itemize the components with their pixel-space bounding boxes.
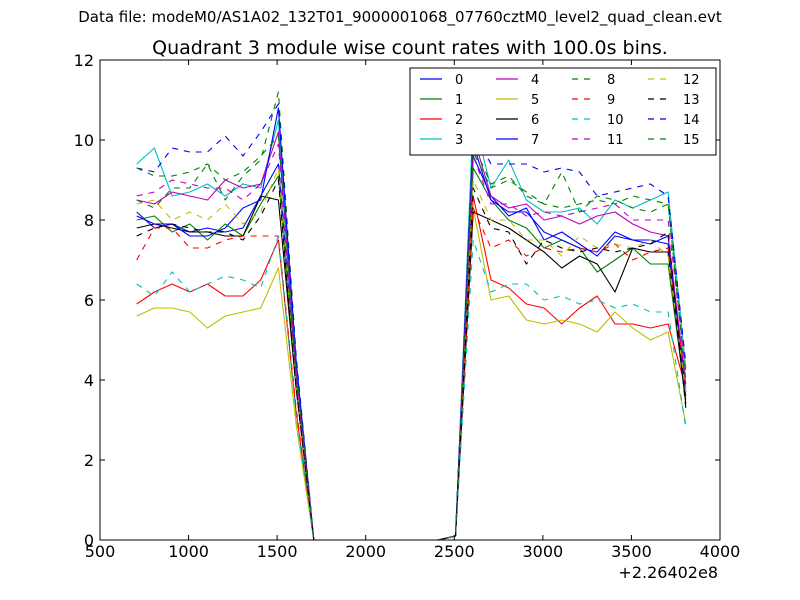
legend-label-14: 14 [683,113,700,128]
y-tick-label: 0 [84,531,94,550]
legend-label-1: 1 [455,93,463,108]
x-tick-label: 500 [85,542,116,561]
legend-label-10: 10 [607,113,624,128]
series-line-3 [136,115,687,540]
x-axis-offset-label: +2.26402e8 [618,563,718,582]
legend-label-2: 2 [455,113,463,128]
y-tick-label: 12 [74,51,94,70]
legend-label-4: 4 [531,73,539,88]
series-line-14 [136,103,687,540]
legend-label-6: 6 [531,113,539,128]
series-line-6 [136,195,687,540]
series-line-10 [136,235,687,540]
legend-label-12: 12 [683,73,700,88]
y-tick-label: 4 [84,371,94,390]
x-tick-label: 2000 [345,542,386,561]
series-line-13 [136,179,687,540]
x-tick-label: 1000 [168,542,209,561]
y-tick-label: 10 [74,131,94,150]
series-line-2 [136,195,687,540]
series-line-15 [136,135,687,540]
series-line-7 [136,107,687,540]
legend-label-9: 9 [607,93,615,108]
legend-label-3: 3 [455,133,463,148]
x-tick-label: 1500 [257,542,298,561]
chart-title: Quadrant 3 module wise count rates with … [152,37,668,59]
series-line-9 [136,207,687,540]
legend-label-11: 11 [607,133,624,148]
legend-label-7: 7 [531,133,539,148]
series-line-8 [136,91,687,540]
series-line-4 [136,131,687,540]
series-line-5 [136,207,687,540]
series-line-0 [136,155,687,540]
legend-label-8: 8 [607,73,615,88]
legend-label-0: 0 [455,73,463,88]
series-line-11 [136,143,687,540]
legend-label-13: 13 [683,93,700,108]
y-tick-label: 8 [84,211,94,230]
data-file-label: Data file: modeM0/AS1A02_132T01_90000010… [78,8,722,26]
x-tick-label: 3500 [611,542,652,561]
x-tick-label: 2500 [434,542,475,561]
y-tick-label: 6 [84,291,94,310]
series-line-1 [136,167,687,540]
legend-label-15: 15 [683,133,700,148]
legend-label-5: 5 [531,93,539,108]
x-tick-label: 3000 [522,542,563,561]
legend-box [409,67,717,156]
y-tick-label: 2 [84,451,94,470]
series-line-12 [136,167,687,540]
x-tick-label: 4000 [700,542,741,561]
